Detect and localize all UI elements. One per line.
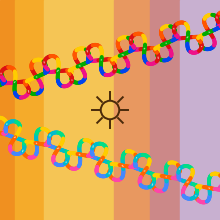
Bar: [15, 0, 44, 220]
Bar: [114, 0, 150, 220]
Bar: [180, 0, 220, 220]
Bar: [0, 0, 15, 220]
Bar: [150, 0, 180, 220]
Bar: [44, 0, 114, 220]
